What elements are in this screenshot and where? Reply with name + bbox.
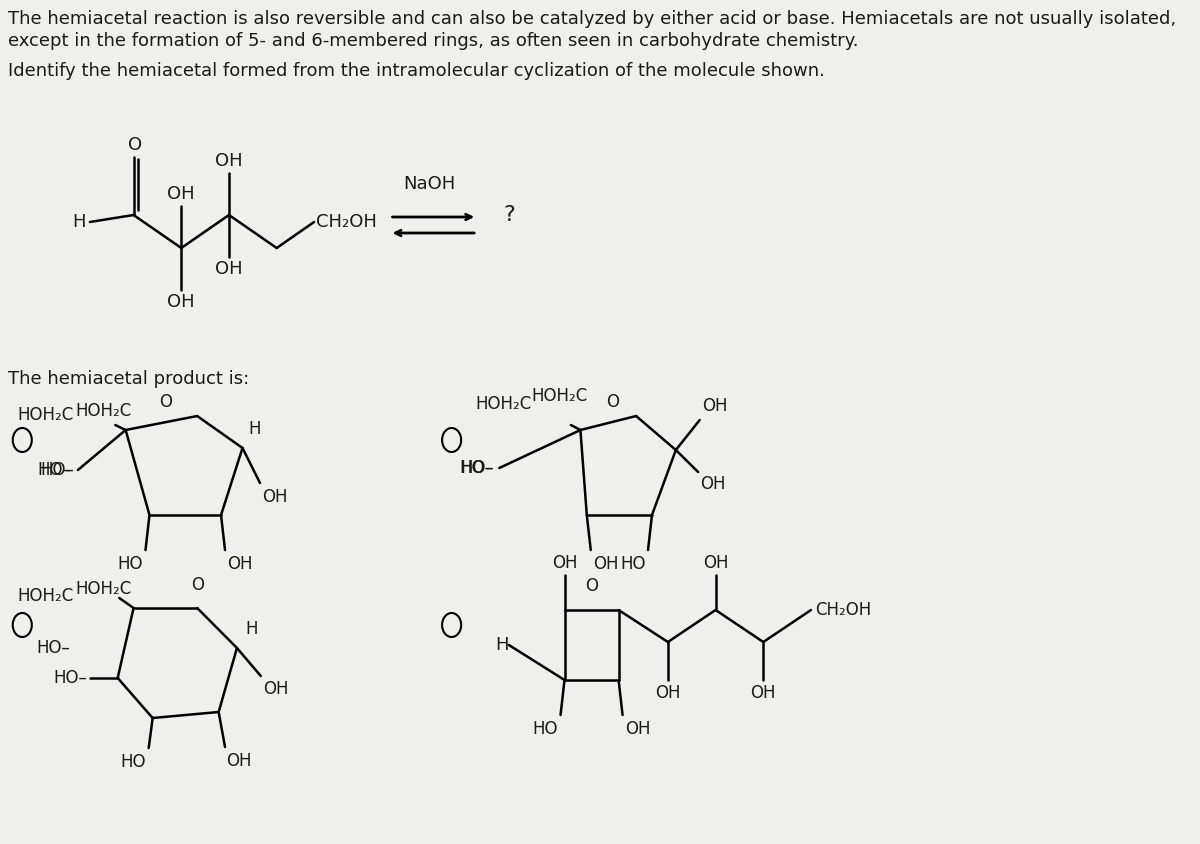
Text: HOH₂C: HOH₂C — [17, 587, 73, 605]
Text: OH: OH — [593, 555, 619, 573]
Text: HOH₂C: HOH₂C — [532, 387, 587, 405]
Text: OH: OH — [263, 488, 288, 506]
Text: OH: OH — [552, 554, 577, 572]
Text: HO–: HO– — [37, 461, 72, 479]
Text: OH: OH — [227, 752, 252, 770]
Text: CH₂OH: CH₂OH — [317, 213, 377, 231]
Text: O: O — [128, 136, 143, 154]
Text: O: O — [606, 393, 619, 411]
Text: O: O — [158, 393, 172, 411]
Text: OH: OH — [227, 555, 253, 573]
Text: OH: OH — [702, 397, 727, 415]
Text: H: H — [496, 636, 509, 654]
Text: HO–: HO– — [460, 459, 493, 477]
Text: HO–: HO– — [54, 669, 88, 687]
Text: H: H — [245, 620, 257, 638]
Text: CH₂OH: CH₂OH — [815, 601, 871, 619]
Text: HO–: HO– — [36, 639, 70, 657]
Text: Identify the hemiacetal formed from the intramolecular cyclization of the molecu: Identify the hemiacetal formed from the … — [8, 62, 824, 80]
Text: except in the formation of 5- and 6-membered rings, as often seen in carbohydrat: except in the formation of 5- and 6-memb… — [8, 32, 858, 50]
Text: OH: OH — [168, 293, 196, 311]
Text: O: O — [191, 576, 204, 594]
Text: HO–: HO– — [40, 461, 74, 479]
Text: HO: HO — [533, 720, 558, 738]
Text: The hemiacetal reaction is also reversible and can also be catalyzed by either a: The hemiacetal reaction is also reversib… — [8, 10, 1176, 28]
Text: HO: HO — [620, 555, 646, 573]
Text: NaOH: NaOH — [403, 175, 456, 193]
Text: OH: OH — [168, 185, 196, 203]
Text: HOH₂C: HOH₂C — [17, 406, 73, 424]
Text: H: H — [72, 213, 86, 231]
Text: HO: HO — [118, 555, 143, 573]
Text: HO: HO — [121, 753, 146, 771]
Text: ?: ? — [503, 205, 515, 225]
Text: HOH₂C: HOH₂C — [76, 402, 132, 420]
Text: The hemiacetal product is:: The hemiacetal product is: — [8, 370, 250, 388]
Text: OH: OH — [701, 475, 726, 493]
Text: OH: OH — [703, 554, 728, 572]
Text: OH: OH — [655, 684, 680, 702]
Text: HO–: HO– — [461, 459, 494, 477]
Text: OH: OH — [263, 680, 289, 698]
Text: OH: OH — [750, 684, 776, 702]
Text: OH: OH — [215, 152, 242, 170]
Text: H: H — [248, 420, 262, 438]
Text: O: O — [586, 577, 598, 595]
Text: OH: OH — [215, 260, 242, 278]
Text: HOH₂C: HOH₂C — [76, 580, 132, 598]
Text: HOH₂C: HOH₂C — [475, 395, 532, 413]
Text: OH: OH — [625, 720, 650, 738]
